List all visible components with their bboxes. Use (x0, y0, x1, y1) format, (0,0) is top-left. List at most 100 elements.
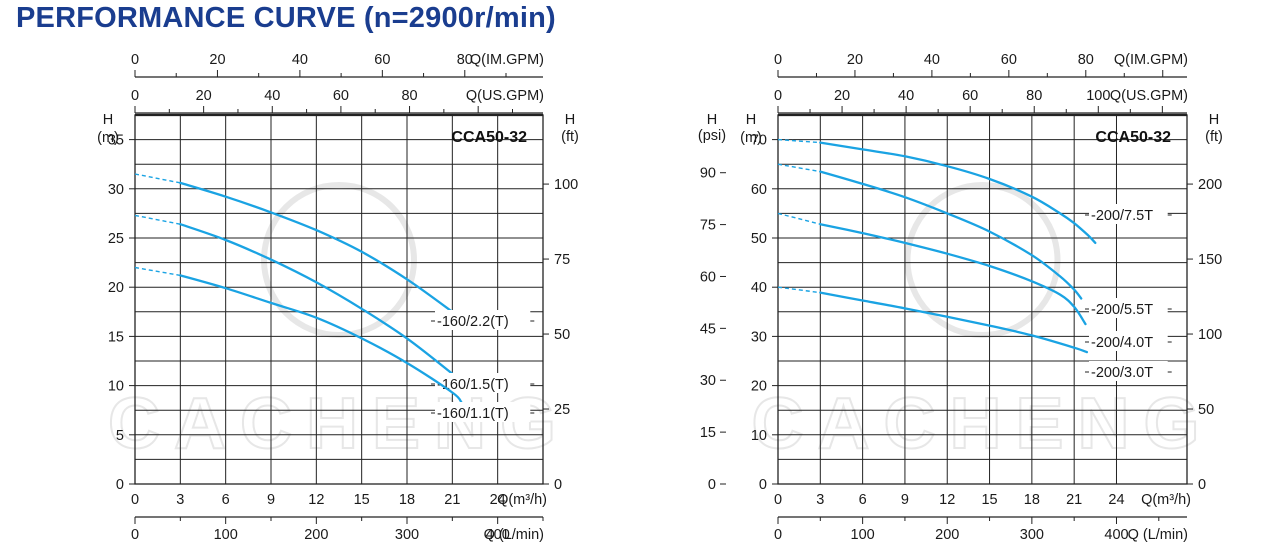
y-tick-label: 20 (751, 379, 767, 395)
y-tick-label: 40 (751, 280, 767, 296)
curve-dashed-4 (777, 286, 821, 294)
series-label-bg (1089, 298, 1168, 318)
secondary-axis-tick-label: 20 (196, 88, 212, 104)
curve-dashed-3 (134, 266, 181, 277)
secondary-axis-tick-label: 100 (851, 527, 875, 543)
secondary-axis-tick-label: 200 (304, 527, 328, 543)
secondary-axis-tick-label: 400 (486, 527, 510, 543)
y-tick-label: 0 (759, 477, 767, 493)
series-label-bg (1089, 331, 1168, 351)
secondary-axis-tick-label: 60 (962, 88, 978, 104)
y-tick-label: 60 (751, 182, 767, 198)
ft-axis-label-unit: (ft) (1205, 129, 1223, 145)
curve-line-2 (819, 170, 1083, 300)
secondary-axis-tick-label: 0 (131, 52, 139, 68)
ft-tick-label: 200 (1198, 177, 1222, 193)
curve-line-1 (179, 181, 463, 320)
secondary-axis-label: Q(US.GPM) (1110, 88, 1188, 104)
y-tick-label: 15 (108, 329, 124, 345)
secondary-axis-tick-label: 80 (401, 88, 417, 104)
psi-tick-label: 90 (700, 166, 716, 182)
y-tick-label: 70 (751, 133, 767, 149)
x-tick-label: 18 (399, 492, 415, 508)
series-label: -160/1.1(T) (437, 406, 509, 422)
secondary-axis-tick-label: 40 (898, 88, 914, 104)
ft-tick-label: 0 (554, 477, 562, 493)
y-axis-label-h: H (746, 112, 756, 128)
secondary-axis-tick-label: 400 (1104, 527, 1128, 543)
curve-dashed-2 (134, 214, 181, 225)
curve-line-3 (179, 274, 463, 404)
secondary-axis-tick-label: 60 (333, 88, 349, 104)
y-tick-label: 0 (116, 477, 124, 493)
series-label: -200/3.0T (1091, 365, 1153, 381)
x-tick-label: 18 (1024, 492, 1040, 508)
y-tick-label: 10 (108, 379, 124, 395)
y-tick-label: 35 (108, 133, 124, 149)
ft-axis-label-h: H (1209, 112, 1219, 128)
psi-tick-label: 45 (700, 321, 716, 337)
series-label: -200/5.5T (1091, 302, 1153, 318)
secondary-axis-label: Q(US.GPM) (466, 88, 544, 104)
curve-line-4 (819, 291, 1089, 354)
curve-line-3 (819, 223, 1087, 326)
x-tick-label: 3 (176, 492, 184, 508)
watermark-text: CACHENG (751, 384, 1213, 464)
series-label-bg (1089, 204, 1168, 224)
secondary-axis-tick-label: 40 (292, 52, 308, 68)
ft-tick-label: 25 (554, 402, 570, 418)
series-label: -160/1.5(T) (437, 377, 509, 393)
secondary-axis-tick-label: 300 (1020, 527, 1044, 543)
x-tick-label: 0 (131, 492, 139, 508)
series-label-bg (435, 402, 531, 422)
x-tick-label: 6 (859, 492, 867, 508)
psi-tick-label: 0 (708, 477, 716, 493)
secondary-axis-tick-label: 60 (1001, 52, 1017, 68)
series-label: -200/7.5T (1091, 208, 1153, 224)
psi-tick-label: 75 (700, 218, 716, 234)
y-tick-label: 5 (116, 428, 124, 444)
secondary-axis-label: Q (L/min) (484, 527, 544, 543)
y-tick-label: 30 (751, 329, 767, 345)
watermark-logo (261, 182, 417, 338)
ft-tick-label: 50 (1198, 402, 1214, 418)
y-axis-label-h: H (103, 112, 113, 128)
ft-tick-label: 75 (554, 252, 570, 268)
ft-tick-label: 150 (1198, 252, 1222, 268)
y-tick-label: 20 (108, 280, 124, 296)
y-tick-label: 25 (108, 231, 124, 247)
secondary-axis-tick-label: 80 (1026, 88, 1042, 104)
x-tick-label: 15 (981, 492, 997, 508)
secondary-axis-tick-label: 80 (1078, 52, 1094, 68)
x-tick-label: 0 (774, 492, 782, 508)
x-tick-label: 24 (490, 492, 506, 508)
secondary-axis-tick-label: 300 (395, 527, 419, 543)
psi-tick-label: 30 (700, 373, 716, 389)
secondary-axis-tick-label: 0 (131, 527, 139, 543)
model-label: CCA50-32 (1095, 129, 1171, 146)
secondary-axis-tick-label: 0 (774, 527, 782, 543)
psi-tick-label: 60 (700, 269, 716, 285)
series-label-bg (435, 373, 531, 393)
x-tick-label: 9 (901, 492, 909, 508)
secondary-axis-tick-label: 100 (1086, 88, 1110, 104)
watermark-logo (904, 182, 1061, 338)
secondary-axis-label: Q(IM.GPM) (1114, 52, 1188, 68)
series-label-bg (1089, 361, 1168, 381)
x-axis-label: Q(m³/h) (1141, 492, 1191, 508)
x-tick-label: 12 (939, 492, 955, 508)
chart-panel-2: CACHENG010203040506070H(m)0153045607590H… (698, 52, 1223, 543)
x-tick-label: 9 (267, 492, 275, 508)
curve-dashed-1 (134, 173, 181, 184)
ft-tick-label: 100 (554, 177, 578, 193)
secondary-axis-tick-label: 20 (209, 52, 225, 68)
watermark-text: CACHENG (108, 384, 570, 464)
x-tick-label: 3 (816, 492, 824, 508)
series-label-bg (435, 310, 531, 330)
model-label: CCA50-32 (451, 129, 527, 146)
y-tick-label: 50 (751, 231, 767, 247)
y-tick-label: 10 (751, 428, 767, 444)
curve-dashed-1 (777, 138, 821, 144)
secondary-axis-tick-label: 100 (214, 527, 238, 543)
